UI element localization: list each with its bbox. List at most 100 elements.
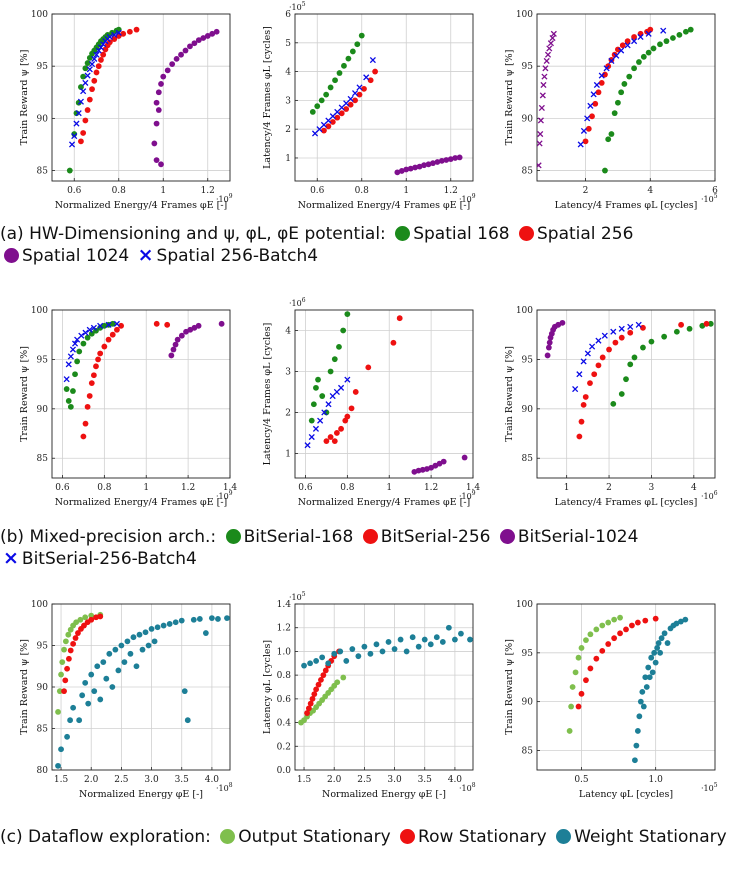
y-tick-label: 85 [522, 746, 534, 756]
data-point [182, 47, 189, 54]
x-tick-label: 0.8 [97, 483, 112, 493]
data-point [313, 658, 320, 664]
data-point [595, 89, 602, 96]
legend-marker-icon [556, 829, 572, 844]
data-point [67, 717, 74, 724]
data-point [648, 654, 655, 661]
legend-marker-icon [519, 226, 534, 241]
data-point [621, 81, 628, 87]
x-multiplier: ·109 [216, 490, 233, 501]
y-tick-label: 0.4 [277, 719, 292, 729]
data-point [640, 344, 646, 351]
data-point [637, 30, 644, 37]
data-point [416, 163, 423, 170]
series-weight-stationary [55, 615, 230, 769]
data-point [372, 68, 378, 75]
data-point [657, 41, 663, 48]
data-point [631, 65, 637, 72]
data-point [169, 61, 176, 67]
data-point [65, 655, 72, 662]
data-point [403, 648, 410, 655]
data-point [593, 626, 600, 633]
data-point [82, 65, 89, 72]
x-tick-label: 1.0 [649, 775, 664, 785]
caption-c-text: (c) Dataflow exploration: [0, 827, 211, 847]
data-point [82, 679, 89, 686]
data-point [327, 434, 334, 440]
chart-a2: 0.6 0.8 1 1.2 1 2 3 4 5 6 Normalized Energy/4 Fram… [262, 1, 476, 211]
data-point [624, 38, 631, 45]
data-point-x [610, 328, 617, 335]
data-point-x [91, 55, 98, 62]
data-point [648, 338, 655, 345]
data-point [90, 372, 97, 379]
data-point-x [538, 104, 545, 111]
x-tick-label: 4.0 [205, 775, 220, 785]
y-axis-label: Train Reward ψ [%] [19, 50, 30, 146]
data-point-x [550, 30, 557, 37]
data-point [608, 57, 615, 63]
data-point [112, 646, 119, 653]
data-point [79, 692, 86, 699]
data-point-x [537, 117, 544, 124]
data-point-x [537, 140, 543, 147]
series-spatial-168 [66, 26, 122, 174]
series-spatial-256-batch4 [577, 27, 667, 148]
data-point [170, 346, 177, 353]
data-point-x [580, 358, 587, 365]
data-point [396, 315, 403, 322]
data-point [148, 626, 155, 632]
y-tick-label: 0.0 [277, 766, 292, 776]
data-point-x [618, 325, 625, 332]
y-tick-label: 100 [31, 10, 48, 20]
y-axis-label: Train Reward ψ [%] [19, 346, 30, 442]
data-point [343, 658, 350, 664]
data-point [447, 156, 454, 163]
data-point [677, 618, 684, 625]
legend-item: BitSerial-256 [359, 527, 490, 547]
x-tick-label: 2.5 [114, 775, 129, 785]
x-tick-label: 1.2 [201, 186, 215, 196]
data-point-x [624, 42, 631, 49]
y-axis-label: Train Reward ψ [%] [504, 346, 515, 442]
data-point [145, 642, 152, 649]
x-axis-label: Latency φL [cycles] [579, 789, 673, 800]
legend-cross-icon: × [137, 244, 154, 266]
data-point-x [598, 72, 605, 79]
data-point [160, 73, 167, 80]
x-tick-label: 1.5 [54, 775, 69, 785]
data-point [178, 332, 185, 339]
data-point-x [576, 371, 583, 378]
data-point-x [352, 90, 359, 97]
data-point [682, 28, 689, 35]
data-point [403, 166, 410, 173]
data-point-x [580, 127, 587, 134]
data-point [611, 635, 618, 642]
data-point [307, 700, 314, 707]
data-point [546, 339, 553, 346]
caption-c: (c) Dataflow exploration: Output Station… [0, 826, 732, 848]
data-point [190, 616, 197, 623]
data-point [587, 631, 594, 638]
data-point [578, 645, 585, 651]
data-point [196, 616, 203, 622]
data-point [187, 43, 193, 50]
data-point [93, 69, 100, 76]
data-point [608, 131, 615, 137]
data-point [204, 33, 211, 39]
data-point [130, 634, 137, 641]
y-tick-label: 85 [37, 725, 49, 735]
data-point [84, 107, 91, 113]
data-point-x [82, 329, 89, 336]
legend-item: BitSerial-1024 [496, 527, 638, 547]
data-point [623, 626, 629, 633]
series-spatial-1024 [537, 30, 557, 169]
data-point [348, 405, 355, 412]
data-point [64, 733, 70, 740]
data-point [191, 40, 198, 47]
data-point [84, 60, 91, 66]
data-point [421, 636, 428, 643]
legend-item: Output Stationary [216, 827, 391, 847]
data-point [154, 624, 161, 631]
